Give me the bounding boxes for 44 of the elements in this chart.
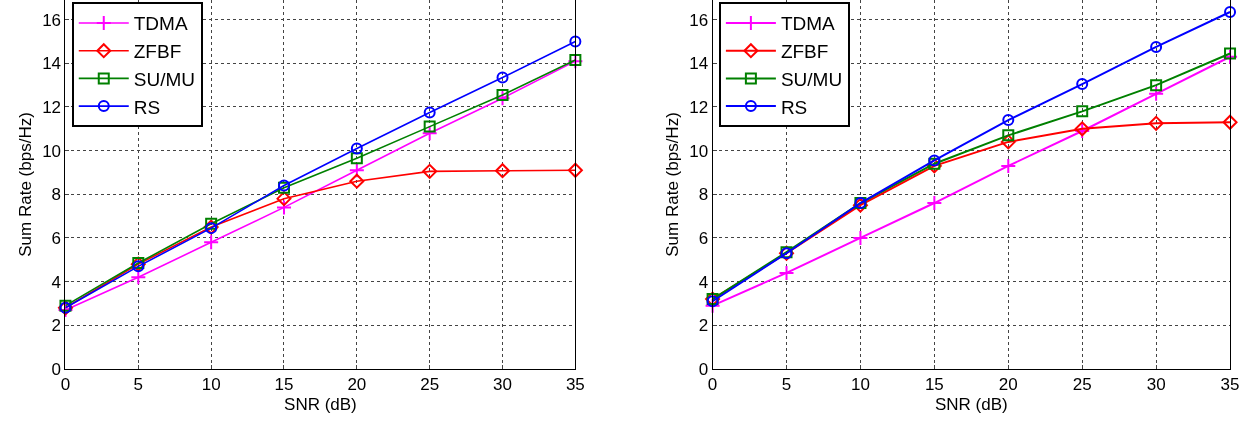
y-tick-label: 8	[51, 185, 62, 205]
x-tick-label: 25	[420, 375, 440, 395]
y-tick-label: 16	[689, 10, 709, 30]
x-tick-label: 5	[781, 375, 792, 395]
legend-label: ZFBF	[133, 41, 182, 63]
y-tick-label: 8	[698, 185, 709, 205]
x-tick-label: 30	[1146, 375, 1166, 395]
x-tick-label: 10	[201, 375, 221, 395]
x-tick-label: 25	[1072, 375, 1092, 395]
x-tick-label: 35	[1220, 375, 1240, 395]
x-tick-label: 20	[347, 375, 367, 395]
legend-label: SU/MU	[780, 68, 843, 90]
legend-label: RS	[780, 96, 808, 118]
x-tick-label: 30	[493, 375, 512, 395]
legend-label: RS	[133, 96, 161, 118]
y-tick-label: 4	[698, 272, 709, 292]
legend-label: SU/MU	[133, 68, 195, 90]
y-tick-label: 6	[698, 228, 709, 248]
x-tick-label: 15	[274, 375, 294, 395]
y-tick-label: 16	[42, 10, 62, 30]
x-tick-label: 20	[998, 375, 1018, 395]
y-tick-label: 12	[42, 97, 62, 117]
y-tick-label: 2	[51, 316, 62, 336]
y-tick-label: 14	[689, 54, 709, 74]
y-axis-title: Sum Rate (bps/Hz)	[662, 112, 682, 257]
y-tick-label: 12	[689, 97, 709, 117]
x-axis-title: SNR (dB)	[934, 394, 1008, 414]
y-tick-label: 6	[51, 228, 62, 248]
x-axis-title: SNR (dB)	[284, 394, 357, 414]
x-tick-label: 10	[850, 375, 870, 395]
legend-label: TDMA	[133, 13, 188, 35]
y-tick-label: 4	[51, 272, 62, 292]
y-tick-label: 14	[42, 54, 62, 74]
y-tick-label: 10	[42, 141, 62, 161]
legend-label: TDMA	[780, 13, 836, 35]
legend-label: ZFBF	[780, 41, 829, 63]
x-tick-label: 15	[924, 375, 944, 395]
y-tick-label: 0	[698, 359, 709, 379]
x-tick-label: 35	[565, 375, 585, 395]
y-tick-label: 0	[51, 359, 62, 379]
x-tick-label: 5	[133, 375, 144, 395]
y-axis-title: Sum Rate (bps/Hz)	[15, 112, 35, 257]
y-tick-label: 10	[689, 141, 709, 161]
y-tick-label: 2	[698, 316, 709, 336]
